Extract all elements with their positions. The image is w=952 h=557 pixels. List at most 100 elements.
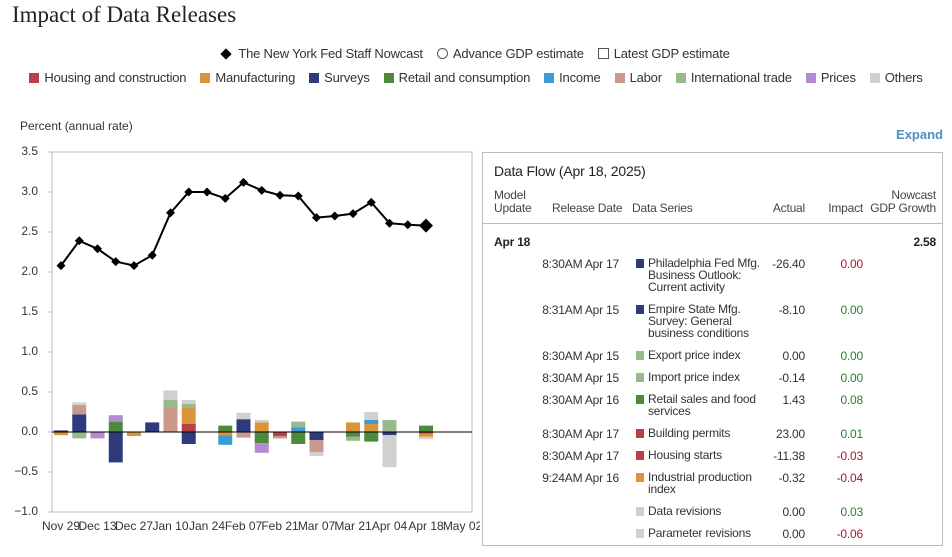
plot-frame bbox=[51, 151, 473, 513]
expand-link[interactable]: Expand bbox=[896, 127, 943, 142]
bar-segment bbox=[236, 412, 251, 420]
series-name: Data revisions bbox=[648, 504, 722, 518]
bar-segment bbox=[127, 432, 141, 436]
series-name: Export price index bbox=[648, 348, 741, 362]
x-tick-label: Jan 24 bbox=[189, 519, 225, 533]
bar-segment bbox=[419, 436, 433, 440]
x-tick-label: May 02 bbox=[443, 519, 480, 533]
series-swatch bbox=[636, 507, 644, 516]
nowcast-marker bbox=[129, 261, 139, 271]
nowcast-marker bbox=[93, 244, 102, 254]
bar-segment bbox=[108, 415, 123, 422]
legend-label: Prices bbox=[820, 70, 856, 85]
actual: 23.00 bbox=[775, 427, 805, 441]
bar-segment bbox=[273, 436, 287, 439]
legend-icon bbox=[383, 72, 394, 83]
legend-item: Prices bbox=[805, 70, 856, 85]
actual: -26.40 bbox=[772, 257, 805, 271]
bar-segment bbox=[309, 452, 324, 456]
legend-categories: Housing and construction Manufacturing Sur… bbox=[0, 70, 952, 85]
legend-icon bbox=[29, 72, 40, 83]
nowcast-marker bbox=[147, 250, 157, 260]
legend-icon bbox=[597, 48, 609, 59]
legend-item: Others bbox=[869, 70, 923, 85]
column-header: Actual bbox=[772, 201, 805, 215]
bar-segment bbox=[163, 408, 178, 432]
y-tick-label: −1.0 bbox=[14, 504, 38, 518]
legend-icon bbox=[675, 72, 686, 83]
legend-icon bbox=[436, 48, 448, 59]
nowcast-marker bbox=[419, 218, 433, 233]
release-date: 8:31AM Apr 15 bbox=[542, 303, 619, 317]
legend-label: Surveys bbox=[324, 70, 370, 85]
bar-segment bbox=[364, 424, 379, 432]
legend-item: International trade bbox=[675, 70, 792, 85]
legend-item: Manufacturing bbox=[200, 70, 295, 85]
group-date: Apr 18 bbox=[494, 235, 531, 249]
bar-segment bbox=[218, 425, 233, 432]
bar-segment bbox=[382, 420, 397, 432]
y-tick-label: −0.5 bbox=[14, 464, 38, 478]
actual: -0.14 bbox=[778, 371, 806, 385]
bar-segment bbox=[254, 443, 269, 453]
bar-segment bbox=[163, 400, 178, 408]
bar-segment bbox=[54, 432, 68, 436]
legend-label: Manufacturing bbox=[215, 70, 296, 85]
bar-segment bbox=[254, 422, 269, 432]
x-tick-label: Apr 04 bbox=[372, 519, 408, 533]
bar-segment bbox=[254, 420, 269, 423]
y-tick-label: 0.0 bbox=[21, 424, 38, 438]
column-header: Impact bbox=[828, 201, 863, 215]
bar-segment bbox=[364, 412, 379, 420]
nowcast-marker bbox=[184, 187, 194, 197]
bar-segment bbox=[145, 422, 160, 432]
bar-segment bbox=[236, 432, 251, 438]
release-date: 8:30AM Apr 15 bbox=[542, 371, 619, 385]
bar-segment bbox=[273, 432, 287, 436]
nowcast-marker bbox=[366, 197, 376, 207]
bar-segment bbox=[181, 408, 196, 424]
series-swatch bbox=[636, 395, 644, 404]
column-header: Model Update bbox=[494, 188, 532, 215]
bar-segment bbox=[419, 425, 433, 432]
nowcast-marker bbox=[403, 220, 413, 230]
nowcast-marker bbox=[330, 211, 340, 221]
bar-segment bbox=[108, 432, 123, 463]
x-tick-label: Dec 13 bbox=[78, 519, 116, 533]
bar-segment bbox=[309, 432, 324, 440]
nowcast-marker bbox=[111, 257, 121, 267]
impact: 0.00 bbox=[840, 303, 863, 317]
y-axis-label: Percent (annual rate) bbox=[20, 119, 133, 133]
x-tick-label: Jan 10 bbox=[152, 519, 188, 533]
legend-icon bbox=[614, 72, 625, 83]
column-header: Nowcast GDP Growth bbox=[870, 188, 936, 215]
bar-segment bbox=[218, 432, 233, 436]
legend-label: The New York Fed Staff Nowcast bbox=[238, 46, 423, 61]
series-name: Parameter revisions bbox=[648, 526, 751, 540]
bar-segment bbox=[181, 404, 196, 408]
x-tick-label: Apr 18 bbox=[408, 519, 444, 533]
header-rule bbox=[483, 223, 942, 224]
nowcast-marker bbox=[166, 208, 175, 218]
bar-segment bbox=[364, 420, 379, 424]
series-name: Retail sales and food services bbox=[648, 392, 756, 418]
series-name: Philadelphia Fed Mfg. Business Outlook: … bbox=[648, 256, 760, 294]
legend-label: Housing and construction bbox=[44, 70, 187, 85]
series-swatch bbox=[636, 451, 644, 460]
release-date: 8:30AM Apr 17 bbox=[542, 257, 619, 271]
y-tick-label: 3.0 bbox=[21, 184, 38, 198]
bar-segment bbox=[181, 424, 196, 432]
legend-icon bbox=[200, 72, 211, 83]
impact: 0.03 bbox=[840, 505, 863, 519]
release-date: 8:30AM Apr 17 bbox=[542, 449, 619, 463]
chart-title: Impact of Data Releases bbox=[12, 2, 237, 27]
y-tick-label: 1.5 bbox=[21, 304, 38, 318]
impact: -0.04 bbox=[836, 471, 864, 485]
nowcast-marker bbox=[275, 190, 285, 200]
legend-icon bbox=[309, 72, 320, 83]
legend-icon bbox=[805, 72, 816, 83]
series-swatch bbox=[636, 473, 644, 482]
bar-segment bbox=[163, 390, 178, 400]
series-name: Housing starts bbox=[648, 448, 722, 462]
